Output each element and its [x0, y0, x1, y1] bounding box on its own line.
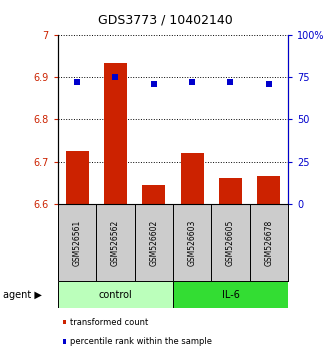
Text: GSM526562: GSM526562	[111, 219, 120, 266]
Bar	[173, 281, 288, 308]
Bar	[181, 153, 204, 204]
Bar	[250, 204, 288, 281]
Bar	[104, 63, 127, 204]
Bar	[58, 281, 173, 308]
Text: transformed count: transformed count	[70, 318, 148, 327]
Bar	[219, 178, 242, 204]
Bar	[142, 185, 165, 204]
Text: IL-6: IL-6	[221, 290, 239, 300]
Bar	[135, 204, 173, 281]
Text: percentile rank within the sample: percentile rank within the sample	[70, 337, 212, 346]
Text: GSM526605: GSM526605	[226, 219, 235, 266]
Text: GSM526603: GSM526603	[188, 219, 197, 266]
Text: GSM526678: GSM526678	[264, 219, 273, 266]
Text: agent ▶: agent ▶	[3, 290, 42, 300]
Bar	[58, 204, 96, 281]
Bar	[66, 151, 89, 204]
Text: GDS3773 / 10402140: GDS3773 / 10402140	[98, 13, 233, 27]
Text: control: control	[99, 290, 132, 300]
Bar	[96, 204, 135, 281]
Bar	[211, 204, 250, 281]
Bar	[173, 204, 211, 281]
Text: GSM526561: GSM526561	[72, 219, 82, 266]
Bar	[257, 176, 280, 204]
Text: GSM526602: GSM526602	[149, 219, 158, 266]
